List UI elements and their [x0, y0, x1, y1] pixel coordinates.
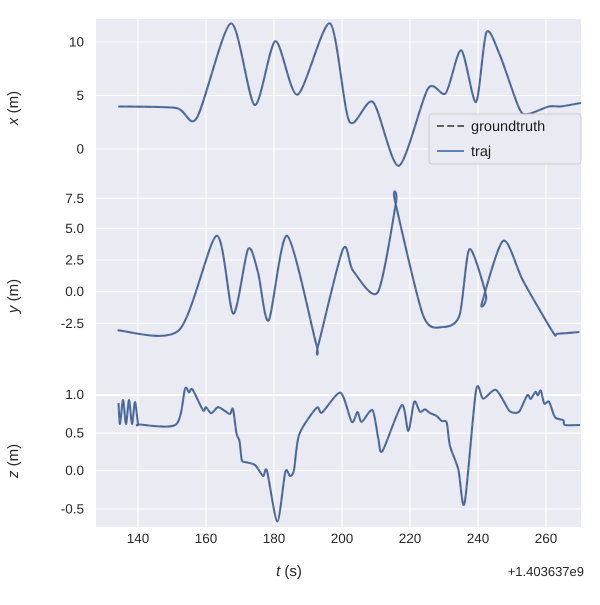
svg-text:0.0: 0.0	[65, 284, 84, 299]
svg-text:y (m): y (m)	[5, 279, 22, 314]
svg-text:traj: traj	[471, 144, 491, 160]
svg-text:-0.5: -0.5	[61, 502, 84, 517]
svg-text:180: 180	[263, 531, 286, 546]
svg-text:+1.403637e9: +1.403637e9	[508, 564, 584, 579]
svg-text:0.5: 0.5	[65, 426, 84, 441]
svg-text:160: 160	[195, 531, 218, 546]
svg-text:260: 260	[535, 531, 558, 546]
svg-text:200: 200	[331, 531, 354, 546]
svg-text:x (m): x (m)	[5, 91, 22, 126]
svg-text:t (s): t (s)	[276, 563, 302, 580]
svg-text:2.5: 2.5	[65, 253, 84, 268]
svg-text:240: 240	[467, 531, 490, 546]
svg-text:0: 0	[76, 142, 84, 157]
svg-text:-2.5: -2.5	[61, 316, 84, 331]
svg-text:220: 220	[399, 531, 422, 546]
svg-text:groundtruth: groundtruth	[471, 119, 545, 135]
svg-text:10: 10	[69, 35, 84, 50]
svg-text:0.0: 0.0	[65, 463, 84, 478]
svg-text:5: 5	[76, 88, 84, 103]
svg-text:7.5: 7.5	[65, 191, 84, 206]
svg-text:1.0: 1.0	[65, 387, 84, 402]
svg-text:140: 140	[127, 531, 150, 546]
svg-text:5.0: 5.0	[65, 221, 84, 236]
svg-text:z (m): z (m)	[5, 444, 22, 479]
